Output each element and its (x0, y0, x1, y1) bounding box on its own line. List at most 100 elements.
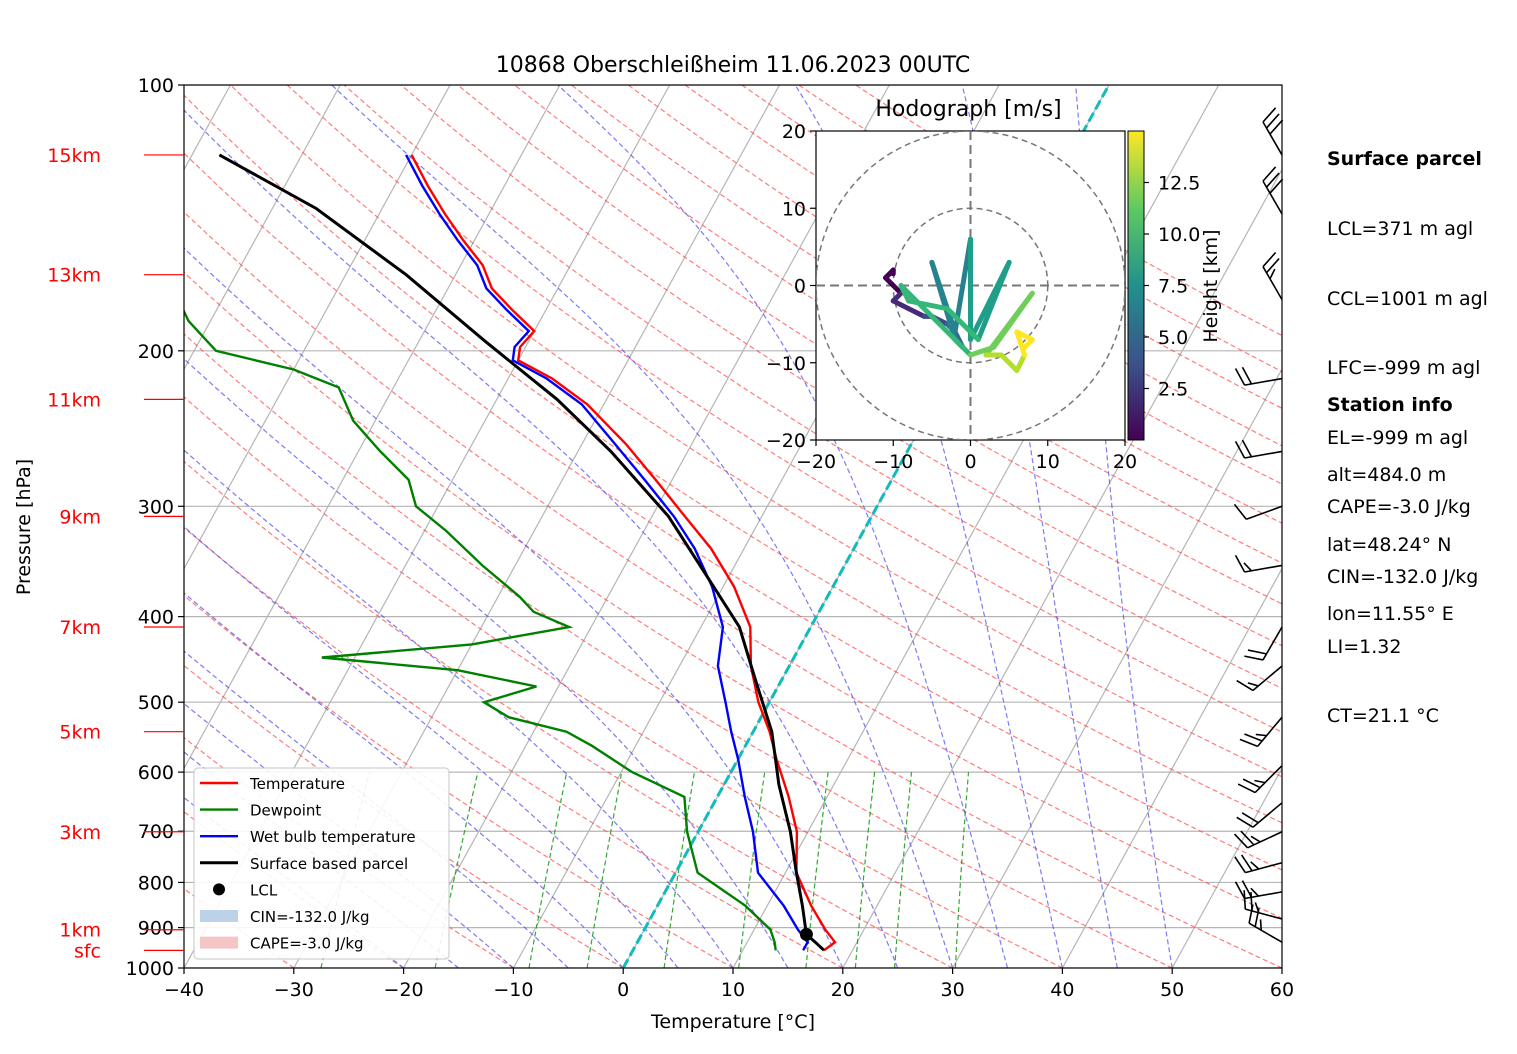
wind-barb-flag (1247, 649, 1267, 655)
hodograph-plot (816, 131, 1125, 440)
isotherm-line (403, 85, 890, 968)
wind-barb (1262, 166, 1284, 215)
wind-barb-flag (1241, 439, 1253, 458)
surface-parcel-title: Surface parcel (1327, 148, 1482, 171)
x-axis-label: Temperature [°C] (650, 1011, 815, 1033)
isotherm-line (0, 85, 11, 968)
wind-barb-flag (1237, 783, 1256, 794)
x-tick-label: 10 (721, 979, 745, 1001)
y-tick-label: 1000 (126, 958, 174, 980)
wind-barb-flag (1234, 554, 1246, 573)
wind-barb-flag (1241, 880, 1253, 898)
isotherm-line (1061, 567, 1282, 968)
height-label: 7km (59, 617, 101, 639)
station-info-title: Station info (1327, 394, 1453, 417)
mixing-ratio-line (663, 772, 695, 968)
surface-parcel-panel: Surface parcel LCL=371 m agl CCL=1001 m … (1327, 102, 1488, 752)
y-axis-label: Pressure [hPa] (13, 459, 35, 595)
legend-label: Dewpoint (250, 802, 321, 820)
wind-barb (1239, 716, 1283, 748)
mixing-ratio-line (954, 772, 970, 968)
hodograph-x-tick-label: −20 (796, 451, 836, 473)
moist-adiabat (184, 247, 844, 968)
hodograph-x-tick-label: −10 (873, 451, 913, 473)
hodograph-y-tick-label: −20 (766, 430, 806, 452)
series-wet-bulb-temperature (405, 154, 810, 951)
hodograph-segment (983, 290, 1035, 358)
wind-barb-staff (1262, 266, 1283, 301)
surface-line: CIN=-132.0 J/kg (1327, 566, 1479, 589)
wind-barb (1236, 665, 1283, 692)
isotherm-line (1171, 767, 1282, 968)
y-tick-label: 400 (138, 607, 174, 629)
x-tick-label: −20 (384, 979, 424, 1001)
colorbar-tick-label: 2.5 (1158, 379, 1188, 401)
colorbar-tick-label: 10.0 (1158, 224, 1200, 246)
surface-line: LCL=371 m agl (1327, 218, 1474, 241)
legend-swatch (213, 883, 225, 896)
hodograph-x-tick-label: 20 (1113, 451, 1137, 473)
wind-barb-flag (1259, 919, 1263, 931)
hodograph-segment (906, 306, 927, 319)
wind-barb-flag (1265, 113, 1280, 129)
wind-barb-flag (1254, 779, 1266, 784)
hodograph-segment (975, 259, 1012, 343)
wind-barb-flag (1265, 172, 1280, 188)
y-tick-label: 600 (138, 762, 174, 784)
wind-barb-staff (1252, 802, 1283, 828)
x-tick-label: −10 (493, 979, 533, 1001)
wind-barb-flag (1250, 887, 1259, 897)
wind-barb-staff (1262, 626, 1283, 661)
wind-barb-flag (1265, 258, 1280, 274)
moist-adiabat (184, 358, 789, 968)
x-tick-label: 0 (617, 979, 629, 1001)
wind-barb (1244, 626, 1283, 661)
hodograph-y-tick-label: 10 (782, 198, 806, 220)
legend-label: LCL (250, 881, 278, 899)
wind-barb (1236, 802, 1283, 828)
hodograph-y-tick-label: 0 (794, 276, 806, 298)
x-tick-label: 50 (1160, 979, 1184, 1001)
wind-barb-flag (1250, 861, 1260, 870)
wind-barb-flag (1244, 655, 1264, 661)
wind-barb-flag (1234, 856, 1246, 874)
dry-adiabat (184, 594, 734, 968)
wind-barb-flag (1236, 816, 1254, 828)
surface-line: CT=21.1 °C (1327, 705, 1439, 728)
wind-barb-flag (1243, 890, 1247, 910)
hodograph-y-tick-label: −10 (766, 353, 806, 375)
wind-barb-flag (1255, 733, 1267, 737)
moist-adiabat (184, 650, 569, 968)
wind-barb-flag (1234, 368, 1246, 386)
y-tick-label: 200 (138, 341, 174, 363)
colorbar-tick-label: 12.5 (1158, 173, 1200, 195)
hodograph-segment (1014, 329, 1035, 343)
isotherm-line (952, 367, 1282, 968)
colorbar-tick-label: 5.0 (1158, 327, 1188, 349)
legend-label: CIN=-132.0 J/kg (250, 908, 370, 926)
wind-barb-flag (1262, 166, 1277, 182)
wind-barb (1234, 439, 1283, 459)
isotherm-line (184, 85, 451, 570)
hodograph-x-tick-label: 0 (964, 451, 976, 473)
wind-barb-flag (1234, 881, 1246, 899)
x-tick-label: −30 (274, 979, 314, 1001)
wind-barb-flag (1247, 682, 1259, 687)
legend-label: CAPE=-3.0 J/kg (250, 935, 364, 953)
wind-barb-flag (1244, 733, 1263, 742)
series-temperature (410, 154, 837, 952)
colorbar-label: Height [km] (1200, 229, 1222, 342)
wind-barb (1234, 554, 1283, 573)
hodograph-y-tick-label: 20 (782, 121, 806, 143)
wind-barb-flag (1250, 835, 1261, 843)
wind-barb-staff (1247, 831, 1283, 849)
y-tick-label: 500 (138, 692, 174, 714)
height-label: 15km (47, 145, 101, 167)
hodograph-segment (944, 306, 981, 343)
height-label: 3km (59, 822, 101, 844)
legend-label: Wet bulb temperature (250, 828, 416, 846)
wind-barb-staff (1262, 121, 1283, 156)
surface-line: EL=-999 m agl (1327, 426, 1469, 449)
wind-barb (1233, 503, 1283, 521)
wind-barb (1234, 854, 1283, 874)
